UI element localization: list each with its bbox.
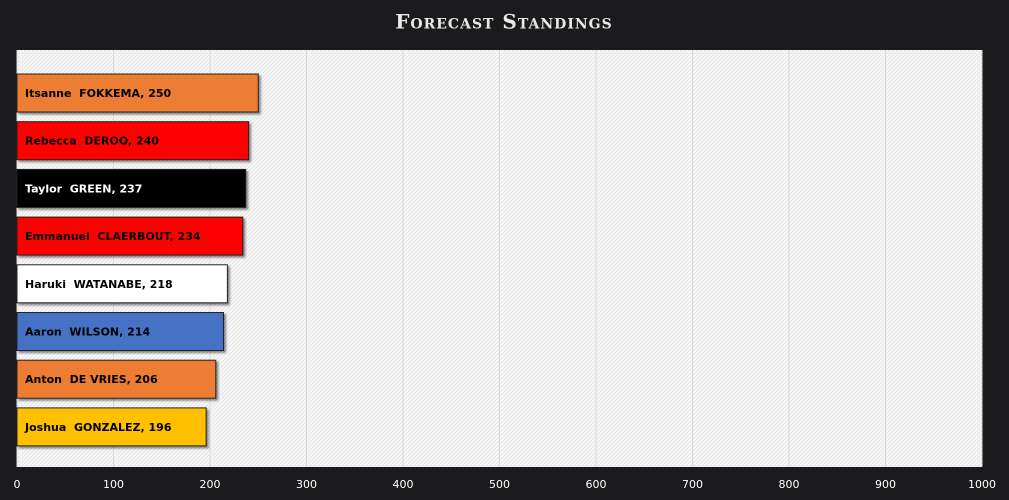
- bar-label: Emmanuel CLAERBOUT, 234: [25, 230, 201, 243]
- x-tick-label: 400: [393, 478, 414, 491]
- x-tick-label: 1000: [968, 478, 996, 491]
- bar: [16, 312, 225, 351]
- bar-label: Itsanne FOKKEMA, 250: [25, 87, 172, 100]
- x-tick-label: 700: [682, 478, 703, 491]
- bar-label: Taylor GREEN, 237: [25, 182, 142, 195]
- bar-label: Anton DE VRIES, 206: [25, 373, 158, 386]
- bar-label: Rebecca DEROO, 240: [25, 135, 159, 148]
- bar: [16, 359, 217, 399]
- bar-label: Joshua GONZALEZ, 196: [24, 421, 172, 434]
- bar: [16, 121, 250, 161]
- x-tick-label: 0: [14, 478, 21, 491]
- x-tick-label: 500: [489, 478, 510, 491]
- chart-title: Forecast Standings: [395, 10, 613, 34]
- x-tick-label: 900: [875, 478, 896, 491]
- bar: [16, 216, 244, 256]
- x-tick-label: 800: [779, 478, 800, 491]
- bar: [16, 73, 259, 113]
- bar: [16, 264, 228, 304]
- bar: [16, 407, 207, 447]
- x-tick-label: 100: [103, 478, 124, 491]
- x-tick-label: 300: [296, 478, 317, 491]
- bar: [16, 168, 247, 208]
- bar-label: Haruki WATANABE, 218: [25, 278, 173, 291]
- x-tick-label: 600: [586, 478, 607, 491]
- x-tick-label: 200: [200, 478, 221, 491]
- bar-label: Aaron WILSON, 214: [25, 326, 150, 339]
